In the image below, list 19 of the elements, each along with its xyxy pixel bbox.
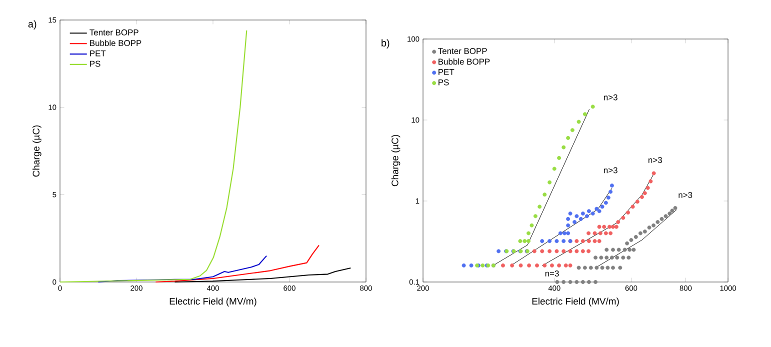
annotation: n>3 [648, 157, 662, 164]
legend-label: PS [90, 60, 100, 67]
chart-title: b) [382, 39, 390, 48]
legend-label: Bubble BOPP [438, 58, 490, 65]
x-axis-title: Electric Field (MV/m) [170, 298, 256, 306]
legend-label: Tenter BOPP [90, 29, 138, 36]
legend-label: Bubble BOPP [90, 40, 142, 46]
legend-label: PS [438, 79, 449, 86]
chart-title: a) [28, 20, 36, 30]
x-axis-title: Electric Field (MV/m) [532, 298, 619, 306]
annotation: n=3 [545, 270, 559, 276]
legend-label: Tenter BOPP [438, 48, 487, 54]
annotation: n>3 [678, 192, 692, 198]
y-axis-title: Charge (µC) [32, 125, 42, 177]
legend-label: PET [90, 50, 106, 56]
annotation: n>3 [604, 94, 618, 100]
y-axis-title: Charge (µC) [391, 134, 400, 186]
annotation: n>3 [604, 167, 618, 174]
legend-label: PET [438, 69, 454, 75]
